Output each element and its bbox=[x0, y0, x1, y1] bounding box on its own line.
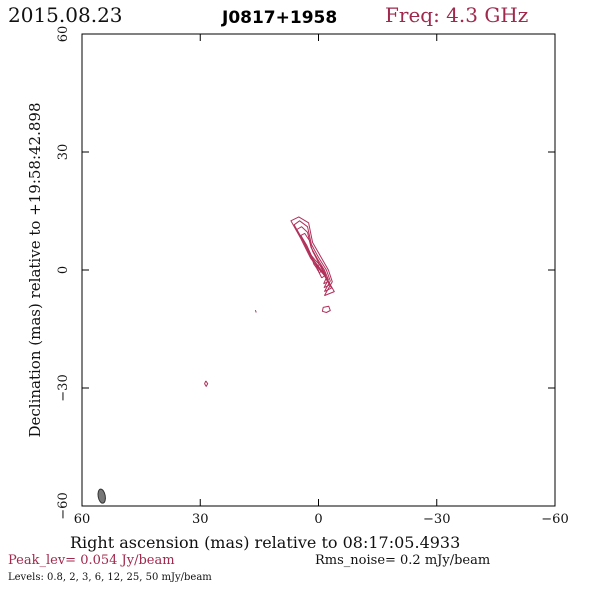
y-tick-label: −60 bbox=[56, 492, 71, 519]
axis-ticks bbox=[81, 33, 556, 507]
x-tick-label: 60 bbox=[74, 512, 91, 527]
contour-line bbox=[254, 309, 257, 313]
beam-layer bbox=[97, 488, 106, 504]
contour-layer bbox=[204, 216, 335, 387]
x-tick-label: 30 bbox=[192, 512, 209, 527]
y-tick-label: 0 bbox=[56, 266, 71, 274]
contour-line bbox=[316, 266, 321, 272]
y-tick-label: 60 bbox=[56, 26, 71, 43]
contour-line bbox=[321, 305, 331, 313]
contour-map: 60 30 0 −30 −60 −60 −30 0 30 60 Declination (mas)… bbox=[26, 26, 569, 527]
x-axis-label: Right ascension (mas) relative to 08:17:… bbox=[70, 533, 461, 552]
beam-ellipse bbox=[97, 488, 106, 504]
y-tick-label: −30 bbox=[56, 374, 71, 401]
x-tick-label: 0 bbox=[314, 512, 322, 527]
frequency-label: Freq: 4.3 GHz bbox=[385, 3, 529, 27]
peak-level: Peak_lev= 0.054 Jy/beam bbox=[8, 553, 175, 568]
contour-line bbox=[204, 380, 209, 387]
rms-noise: Rms_noise= 0.2 mJy/beam bbox=[315, 553, 491, 568]
x-tick-label: −30 bbox=[423, 512, 450, 527]
x-tick-label: −60 bbox=[541, 512, 568, 527]
observation-date: 2015.08.23 bbox=[8, 3, 123, 27]
contour-line bbox=[293, 220, 332, 293]
y-axis-label: Declination (mas) relative to +19:58:42.… bbox=[26, 102, 44, 437]
y-tick-label: 30 bbox=[56, 144, 71, 161]
tick-labels: 60 30 0 −30 −60 −60 −30 0 30 60 bbox=[56, 26, 569, 527]
source-name: J0817+1958 bbox=[222, 8, 338, 28]
contour-levels: Levels: 0.8, 2, 3, 6, 12, 25, 50 mJy/bea… bbox=[8, 572, 212, 583]
